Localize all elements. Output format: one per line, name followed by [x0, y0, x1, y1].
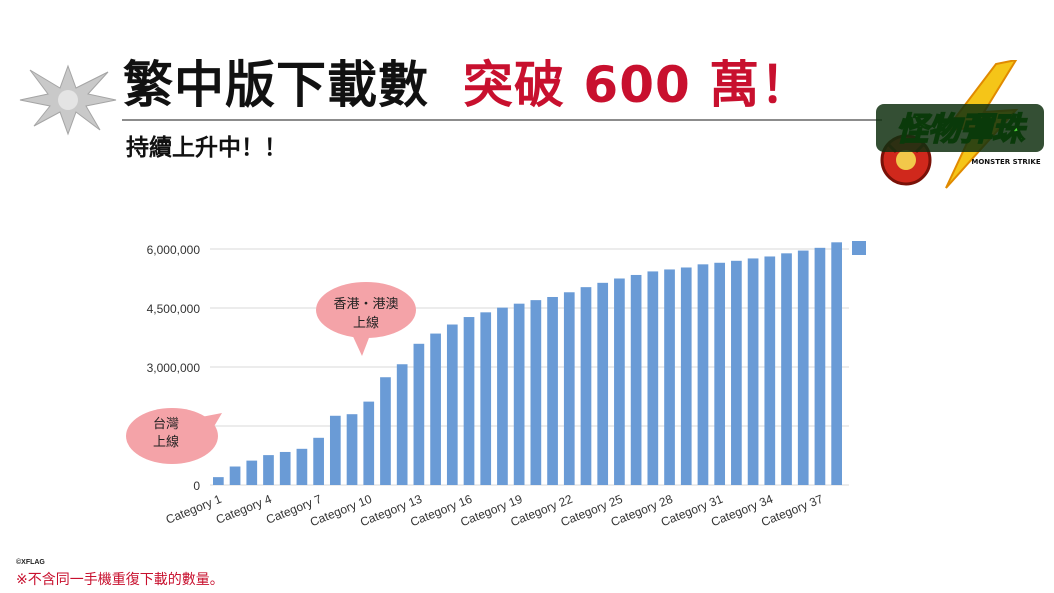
chart-bar: [831, 242, 842, 485]
chart-bar: [413, 343, 425, 485]
callout-text: 香港・港澳: [333, 296, 398, 312]
chart-bar: [597, 282, 609, 485]
chart-bar: [580, 287, 592, 485]
chart-bar: [731, 260, 742, 485]
chart-bar: [647, 271, 659, 485]
callout-pointer: [350, 330, 372, 356]
footnote: ※不含同一手機重復下載的數量。: [16, 572, 224, 588]
y-tick-label: 0: [193, 479, 200, 493]
chart-bar: [797, 250, 809, 485]
chart-bar: [480, 312, 492, 485]
chart-bar: [547, 296, 558, 485]
chart-bar: [396, 364, 408, 485]
logo-subname: MONSTER STRIKE: [971, 158, 1040, 166]
chart-bar: [497, 307, 508, 485]
chart-bar: [513, 303, 525, 485]
logo-name: 怪物彈珠: [896, 110, 1028, 148]
chart-bars: [213, 242, 842, 485]
chart-bar: [246, 460, 258, 485]
page-title: 繁中版下載數 突破 600 萬！: [123, 48, 811, 114]
y-tick-label: 4,500,000: [147, 302, 201, 316]
chart-bar: [814, 247, 826, 485]
y-tick-label: 3,000,000: [147, 361, 201, 375]
chart-bar: [714, 262, 726, 485]
chart-bar: [363, 401, 375, 485]
callout-pointer: [196, 413, 222, 440]
chart-bar: [697, 264, 709, 485]
chart-bar: [329, 415, 341, 485]
chart-bar: [446, 324, 458, 485]
chart-bar: [764, 256, 776, 485]
legend-swatch: [852, 241, 866, 255]
title-text: 繁中版下載數: [123, 56, 429, 114]
chart-bar: [747, 258, 759, 485]
x-tick-label: Category 1: [164, 492, 224, 527]
y-tick-label: 6,000,000: [147, 243, 201, 257]
chart-bar: [614, 278, 625, 485]
chart-bar: [279, 451, 291, 485]
chart-bar: [781, 253, 792, 485]
callout-bubble: [316, 282, 416, 338]
x-tick-label: Category 4: [214, 492, 274, 527]
chart-bar: [229, 466, 241, 485]
title-divider: [122, 119, 882, 121]
monster-strike-logo-icon: 怪物彈珠 MONSTER STRIKE: [876, 60, 1044, 189]
chart-bar: [263, 455, 274, 485]
chart-bar: [380, 377, 391, 485]
chart-bar: [463, 317, 475, 485]
chart-bar: [430, 333, 441, 485]
chart-bar: [563, 292, 575, 485]
chart-legend: [852, 241, 866, 255]
starburst-icon: [19, 64, 117, 136]
chart-bar: [664, 269, 675, 485]
chart-bar: [346, 414, 358, 485]
callout-text: 上線: [153, 434, 179, 450]
chart-bar: [630, 274, 642, 485]
chart-bar: [296, 448, 308, 485]
title-highlight: 突破 600 萬！: [463, 56, 812, 114]
chart-bar: [680, 267, 692, 485]
copyright-credit: ©XFLAG: [16, 559, 45, 566]
chart-bar: [313, 437, 324, 485]
chart-bar: [530, 300, 542, 485]
callout-bubble: [126, 408, 218, 464]
callout-text: 上線: [353, 315, 379, 331]
callout-text: 台灣: [153, 417, 179, 432]
subtitle: 持續上升中！！: [126, 135, 287, 161]
chart-bar: [213, 477, 224, 485]
